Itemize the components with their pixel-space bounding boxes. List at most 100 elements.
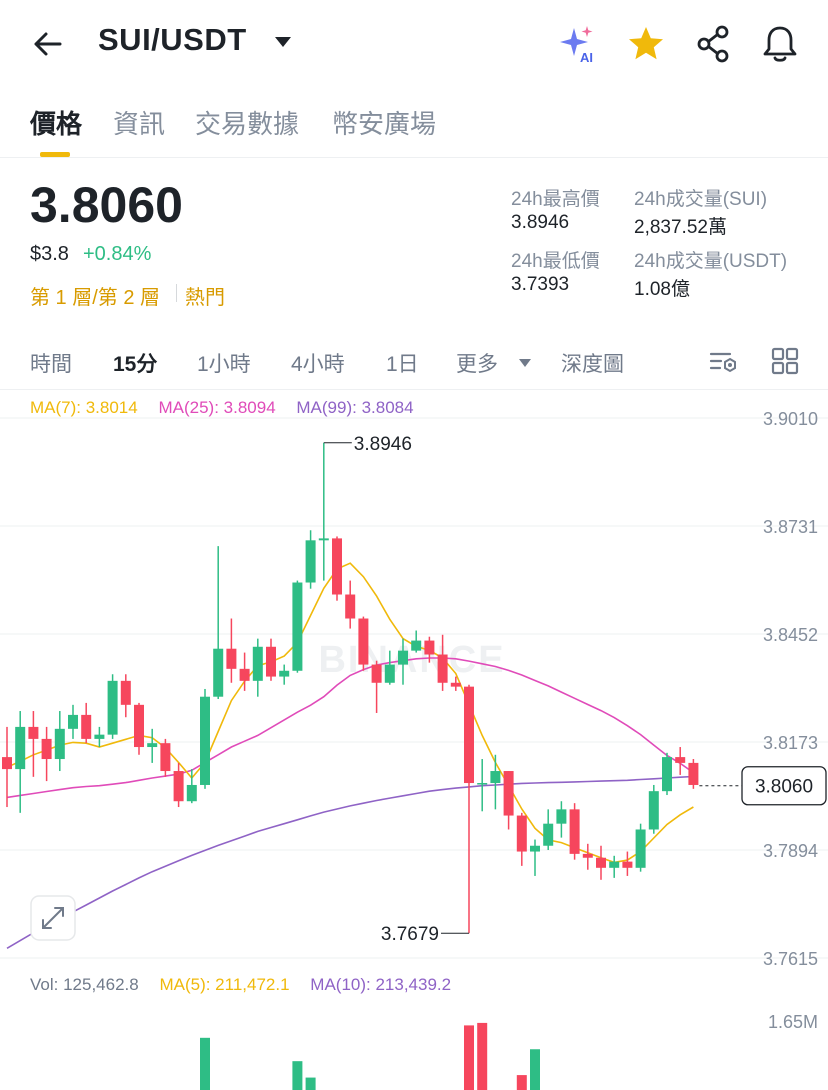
grid-layout-icon[interactable] — [770, 346, 800, 376]
timeframe-bar: 時間 15分 1小時 4小時 1日 更多 深度圖 — [0, 330, 828, 390]
volume-chart: 1.65M — [200, 1012, 818, 1090]
candle-body — [411, 640, 422, 651]
timeframe-1h[interactable]: 1小時 — [197, 353, 251, 376]
candle-body — [622, 861, 633, 868]
candle-body — [266, 646, 276, 677]
candle — [173, 762, 184, 808]
vol-base-24h-value: 2,837.52萬 — [634, 217, 727, 238]
volume-bar — [305, 1077, 316, 1090]
candle-body — [28, 726, 39, 739]
candle — [147, 728, 158, 763]
candle — [94, 726, 105, 748]
candle — [477, 759, 488, 812]
star-icon[interactable] — [624, 22, 668, 66]
candle-body — [345, 594, 356, 619]
candle-body — [516, 815, 527, 852]
candle-body — [477, 783, 488, 785]
depth-chart-tab[interactable]: 深度圖 — [561, 353, 624, 376]
timeframe-time[interactable]: 時間 — [30, 353, 72, 376]
ma7-value: MA(7): 3.8014 — [30, 398, 138, 417]
section-tabs: 價格 資訊 交易數據 幣安廣場 — [0, 96, 828, 158]
expand-icon — [42, 907, 64, 929]
last-price-tag-label: 3.8060 — [755, 777, 813, 798]
candle — [213, 546, 224, 700]
vol-quote-24h-value: 1.08億 — [634, 279, 690, 300]
ma25-value: MA(25): 3.8094 — [158, 398, 276, 417]
timeframe-15m[interactable]: 15分 — [113, 353, 158, 376]
layer-tag[interactable]: 第 1 層/第 2 層 — [30, 287, 161, 309]
bell-icon[interactable] — [758, 22, 802, 66]
candle — [305, 530, 316, 589]
y-axis-tick-label: 3.7894 — [763, 841, 818, 861]
tab-binance-square[interactable]: 幣安廣場 — [332, 109, 437, 139]
ai-label: AI — [580, 50, 593, 65]
candle-body — [398, 650, 408, 665]
ai-sparkle-icon[interactable]: AI — [556, 22, 600, 66]
candle — [292, 580, 303, 673]
low-24h-label: 24h最低價 — [511, 251, 600, 272]
candle — [371, 660, 382, 713]
candle — [68, 704, 78, 739]
candle-body — [371, 664, 382, 683]
candle — [648, 784, 659, 834]
candle-body — [543, 823, 554, 846]
candle-body — [569, 809, 580, 854]
candle — [464, 684, 474, 934]
candle-body — [15, 726, 26, 770]
more-caret-down-icon[interactable] — [518, 358, 532, 368]
candle-body — [450, 682, 461, 687]
candle-body — [437, 654, 448, 683]
expand-chart-button[interactable] — [30, 895, 76, 941]
candle — [635, 823, 646, 872]
candle-body — [556, 809, 567, 824]
indicator-settings-icon[interactable] — [708, 346, 738, 376]
candle — [582, 843, 593, 870]
candle — [120, 674, 131, 718]
y-axis-tick-label: 3.8731 — [763, 517, 818, 537]
candle — [424, 636, 435, 663]
candle — [332, 536, 342, 601]
tab-price[interactable]: 價格 — [30, 109, 83, 139]
candle — [530, 839, 540, 876]
tab-info[interactable]: 資訊 — [113, 109, 166, 139]
ma99-value: MA(99): 3.8084 — [296, 398, 414, 417]
candle-body — [279, 670, 290, 677]
candle-body — [490, 771, 501, 784]
price-change-percent: +0.84% — [83, 243, 152, 265]
volume-bar — [516, 1075, 527, 1090]
candle-body — [332, 538, 342, 595]
caret-down-icon[interactable] — [272, 34, 294, 50]
back-arrow-icon[interactable] — [28, 24, 68, 64]
candle — [266, 638, 276, 681]
candle — [226, 618, 237, 683]
volume-bar — [477, 1022, 488, 1090]
candle-body — [147, 743, 158, 748]
timeframe-4h[interactable]: 4小時 — [291, 353, 345, 376]
volume-ma10: MA(10): 213,439.2 — [310, 975, 452, 994]
candle — [2, 726, 12, 808]
candle — [81, 702, 92, 744]
last-price-tag — [741, 766, 827, 806]
hot-tag[interactable]: 熱門 — [185, 287, 225, 309]
candle — [54, 711, 65, 772]
candle — [675, 747, 686, 775]
candle — [569, 803, 580, 860]
candle — [252, 638, 263, 697]
candle — [200, 688, 210, 789]
top-bar: SUI/USDT AI — [0, 0, 828, 86]
tab-trading-data[interactable]: 交易數據 — [195, 109, 300, 139]
pair-title[interactable]: SUI/USDT — [98, 22, 247, 57]
candle — [41, 726, 52, 782]
candle — [437, 634, 448, 691]
volume-bar — [200, 1037, 210, 1090]
candle — [450, 676, 461, 691]
timeframe-1d[interactable]: 1日 — [386, 353, 419, 376]
candle — [345, 580, 356, 629]
y-axis-tick-label: 3.7615 — [763, 949, 818, 969]
candle-body — [94, 734, 105, 739]
timeframe-more[interactable]: 更多 — [456, 353, 498, 376]
share-icon[interactable] — [692, 22, 736, 66]
y-axis-tick-label: 3.8173 — [763, 733, 818, 753]
candle — [516, 812, 527, 866]
